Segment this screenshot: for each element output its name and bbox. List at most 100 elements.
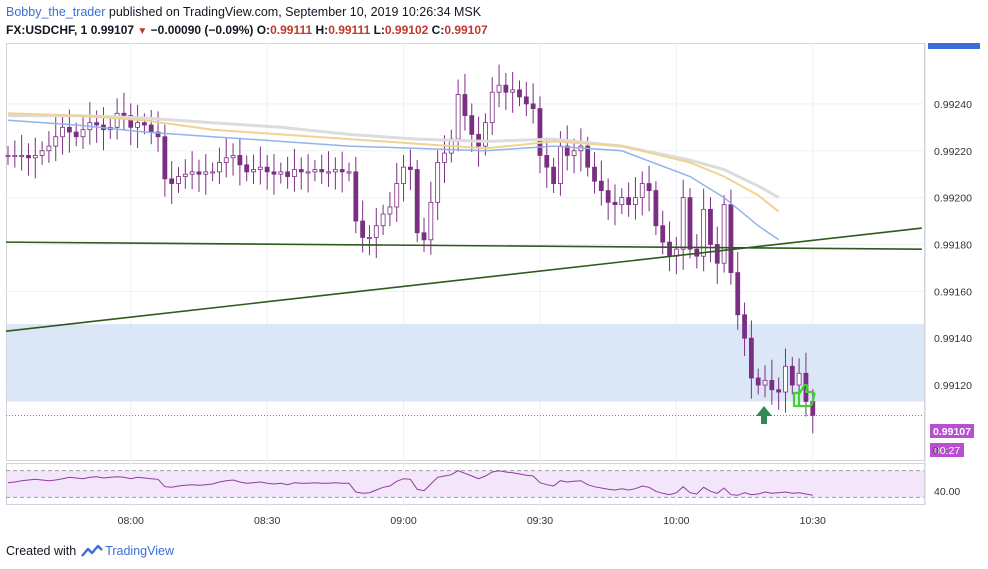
candle-body <box>558 145 563 184</box>
time-tick-label: 10:00 <box>663 515 689 527</box>
trendline <box>5 241 922 250</box>
candle-body <box>742 314 747 339</box>
candle-body <box>407 166 413 170</box>
candle-body <box>312 169 318 173</box>
rsi-line <box>7 470 813 496</box>
candle-body <box>605 190 611 203</box>
time-tick-label: 08:00 <box>118 515 144 527</box>
candle-body <box>414 169 420 234</box>
rsi-band <box>7 470 924 498</box>
candle-body <box>435 162 441 203</box>
candle-body <box>789 365 795 386</box>
up-arrow-icon[interactable] <box>756 406 772 424</box>
countdown-tag: 00:27 <box>930 443 964 457</box>
candle-body <box>571 150 577 156</box>
time-axis[interactable]: 08:00 08:30 09:00 09:30 10:00 10:30 <box>118 515 826 527</box>
low-value: 0.99102 <box>384 23 429 37</box>
moving-averages <box>7 112 780 241</box>
candle-body <box>503 84 509 93</box>
candle-body <box>141 122 147 126</box>
candle-body <box>298 169 304 173</box>
candle-body <box>210 171 216 174</box>
price-tick-label: 0.99180 <box>934 239 972 251</box>
publish-info: Bobby_the_trader published on TradingVie… <box>6 5 481 19</box>
candle-body <box>796 372 802 386</box>
price-change: −0.00090 (−0.09%) <box>150 23 254 37</box>
candle-body <box>264 166 270 173</box>
candle-body <box>544 155 550 168</box>
candle-body <box>708 208 713 245</box>
candle-body <box>592 166 597 182</box>
candle-body <box>728 204 734 273</box>
candle-body <box>60 126 65 138</box>
candle-body <box>598 180 604 191</box>
candle-body <box>182 173 188 177</box>
candle-body <box>489 91 495 124</box>
candle-body <box>121 112 127 117</box>
candle-body <box>769 379 775 391</box>
candle-body <box>380 213 386 227</box>
open-label: O: <box>256 23 271 37</box>
candle-body <box>585 145 591 168</box>
price-axis[interactable]: 0.99240 0.99220 0.99200 0.99180 0.99160 0.991… <box>934 99 972 392</box>
trendlines[interactable] <box>5 227 922 332</box>
footer: Created with TradingView <box>6 544 174 558</box>
candle-body <box>94 122 100 126</box>
candle-body <box>12 155 18 158</box>
candle-body <box>469 115 475 135</box>
last-price: 0.99107 <box>90 23 135 37</box>
symbol-legend: FX:USDCHF, 1 0.99107 ▼ −0.00090 (−0.09%)… <box>6 23 488 37</box>
candle-body <box>114 112 120 128</box>
rsi-level-label: 40.00 <box>934 486 960 498</box>
candle-body <box>510 89 516 93</box>
candle-body <box>517 89 522 98</box>
candle-body <box>680 197 686 250</box>
candle-body <box>73 131 79 138</box>
time-tick-label: 09:30 <box>527 515 553 527</box>
candle-body <box>523 96 529 105</box>
candle-body <box>421 232 427 241</box>
candle-body <box>530 103 536 109</box>
candle-body <box>251 169 256 173</box>
down-arrow-icon: ▼ <box>137 26 148 37</box>
ma-fast-line <box>7 119 780 241</box>
candle-body <box>735 272 741 316</box>
candle-body <box>367 237 372 240</box>
candle-body <box>346 171 352 174</box>
pane-zero-label: 0 <box>933 445 939 457</box>
candle-body <box>278 171 284 175</box>
high-label: H: <box>315 23 329 37</box>
time-tick-label: 08:30 <box>254 515 280 527</box>
candle-body <box>496 84 502 93</box>
price-tick-label: 0.99200 <box>934 193 972 205</box>
candle-body <box>633 197 638 206</box>
candle-body <box>619 197 625 206</box>
tradingview-brand[interactable]: TradingView <box>105 544 174 558</box>
created-with-text: Created with <box>6 544 77 558</box>
author-name[interactable]: Bobby_the_trader <box>6 5 106 19</box>
tradingview-logo-icon <box>81 544 104 557</box>
candle-body <box>305 171 311 174</box>
candle-body <box>755 377 761 386</box>
candle-body <box>244 164 250 173</box>
trendline <box>5 227 922 332</box>
candle-body <box>394 183 400 208</box>
candle-body <box>653 190 659 227</box>
candle-body <box>237 155 243 166</box>
time-tick-label: 09:00 <box>390 515 416 527</box>
candle-body <box>257 166 263 170</box>
ma-slow-line <box>8 114 780 199</box>
candle-body <box>53 136 59 147</box>
candle-body <box>537 108 543 156</box>
ma-mid-line <box>7 112 780 213</box>
candle-body <box>135 122 140 128</box>
candle-body <box>326 171 331 174</box>
candle-body <box>428 201 434 241</box>
candle-body <box>353 171 359 222</box>
candle-body <box>639 183 645 199</box>
candle-body <box>687 197 693 250</box>
candle-body <box>217 162 222 173</box>
candle-body <box>80 129 86 138</box>
thumbs-up-icon[interactable] <box>792 383 816 408</box>
